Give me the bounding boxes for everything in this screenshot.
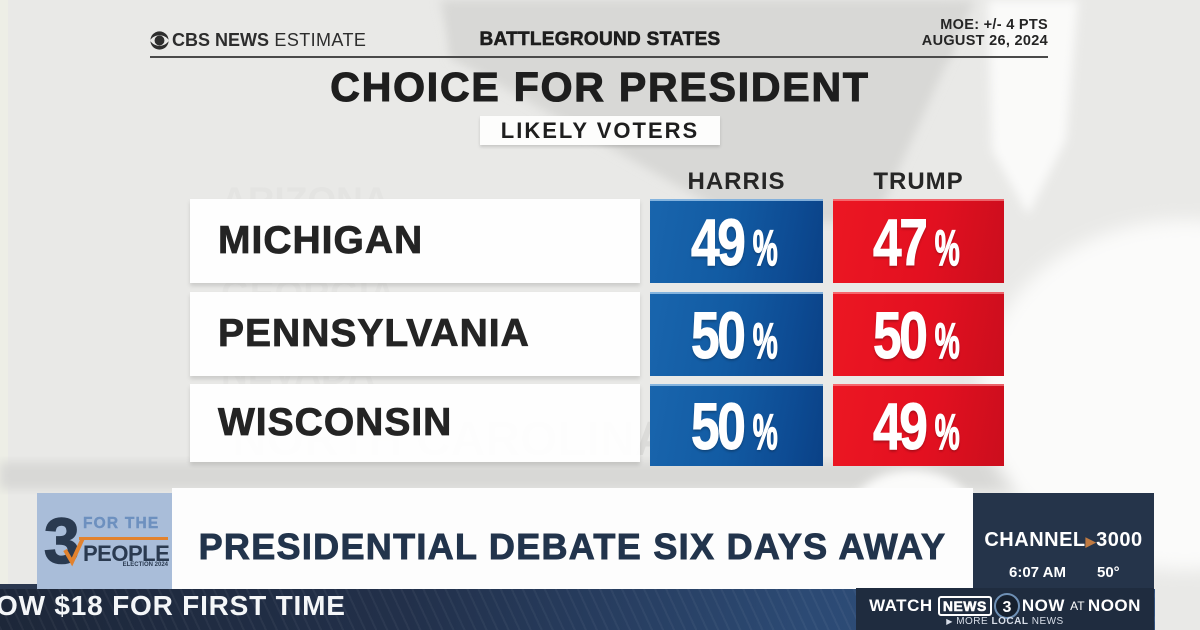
svg-text:3: 3	[1002, 599, 1011, 616]
